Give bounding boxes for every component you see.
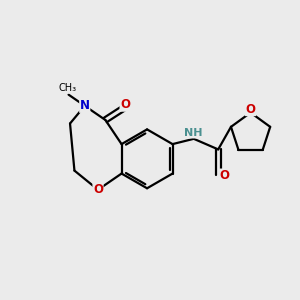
Text: CH₃: CH₃ [58,83,77,93]
Text: O: O [220,169,230,182]
Text: O: O [120,98,130,111]
Text: O: O [246,103,256,116]
Text: O: O [93,183,103,196]
Text: N: N [80,99,90,112]
Text: NH: NH [184,128,203,138]
